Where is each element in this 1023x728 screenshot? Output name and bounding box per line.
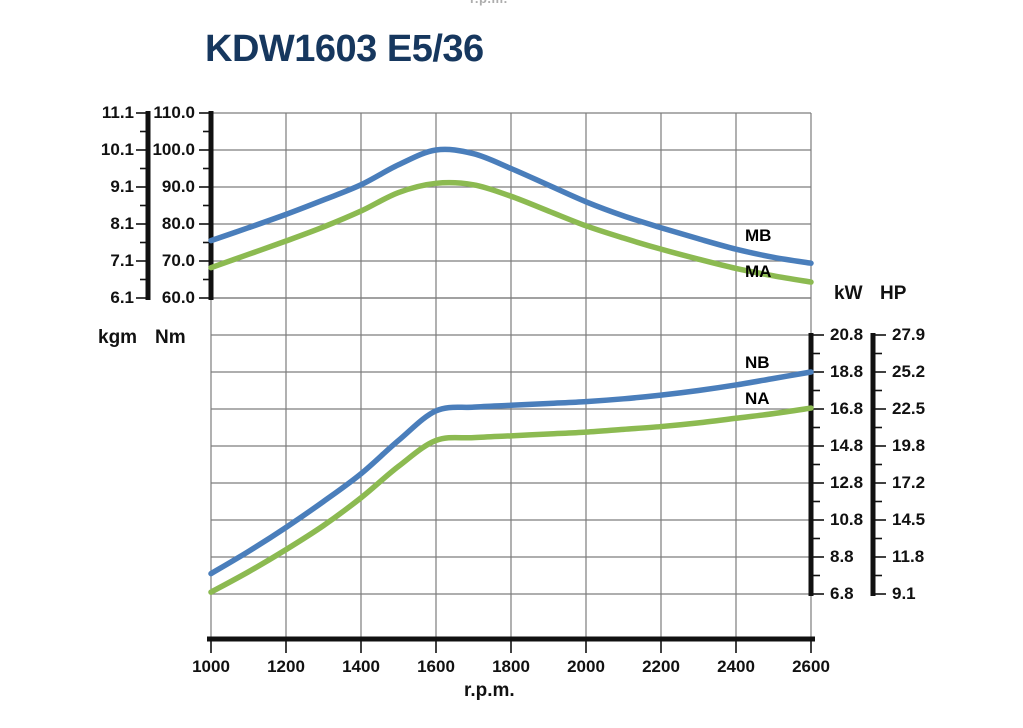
tick-label-nm: 80.0: [161, 214, 195, 233]
tick-label-nm: 100.0: [152, 140, 195, 159]
axis-unit-kgm: kgm: [98, 327, 138, 348]
tick-label-nm: 110.0: [153, 103, 195, 122]
tick-label-nm: 70.0: [161, 251, 195, 270]
tick-label-kw: 16.8: [830, 399, 864, 418]
tick-label-rpm: 2000: [567, 657, 605, 676]
tick-label-kgm: 7.1: [110, 251, 134, 270]
tick-label-rpm: 1400: [342, 657, 380, 676]
tick-label-hp: 19.8: [892, 436, 926, 455]
axis-unit-hp: HP: [880, 283, 907, 304]
tick-label-hp: 11.8: [892, 547, 925, 566]
tick-label-nm: 90.0: [161, 177, 195, 196]
tick-label-kgm: 6.1: [110, 288, 134, 307]
tick-label-kw: 12.8: [830, 473, 864, 492]
curve-label-na: NA: [745, 389, 770, 408]
tick-label-rpm: 2600: [792, 657, 830, 676]
tick-label-kgm: 10.1: [100, 140, 134, 159]
tick-label-hp: 25.2: [892, 362, 926, 381]
x-axis-title: r.p.m.: [464, 680, 515, 701]
tick-label-hp: 27.9: [892, 325, 926, 344]
axis-unit-nm: Nm: [155, 327, 186, 348]
chart-title: KDW1603 E5/36: [205, 28, 484, 70]
tick-label-hp: 14.5: [892, 510, 926, 529]
curve-label-ma: MA: [745, 262, 772, 281]
tick-label-kw: 14.8: [830, 436, 864, 455]
tick-label-kgm: 9.1: [110, 177, 134, 196]
cropped-top-fragment: r.p.m.: [470, 0, 508, 6]
tick-label-kw: 18.8: [830, 362, 864, 381]
tick-label-rpm: 2200: [642, 657, 680, 676]
tick-label-kw: 6.8: [830, 584, 854, 603]
curve-ma: [208, 179, 814, 285]
tick-label-kw: 10.8: [830, 510, 864, 529]
curve-label-mb: MB: [745, 226, 772, 245]
curve-na: [208, 405, 814, 595]
tick-label-hp: 22.5: [892, 399, 926, 418]
tick-label-rpm: 1600: [417, 657, 455, 676]
tick-label-kgm: 8.1: [110, 214, 134, 233]
curve-label-nb: NB: [745, 353, 770, 372]
tick-label-hp: 9.1: [892, 584, 916, 603]
curve-nb: [208, 369, 814, 577]
tick-label-rpm: 1200: [267, 657, 305, 676]
tick-label-kw: 20.8: [830, 325, 864, 344]
tick-label-kgm: 11.1: [101, 103, 134, 122]
tick-label-rpm: 2400: [717, 657, 755, 676]
tick-label-nm: 60.0: [161, 288, 195, 307]
axis-unit-kw: kW: [834, 283, 863, 304]
tick-label-rpm: 1800: [492, 657, 530, 676]
tick-label-kw: 8.8: [830, 547, 854, 566]
curve-mb: [208, 146, 814, 266]
tick-label-rpm: 1000: [192, 657, 230, 676]
tick-label-hp: 17.2: [892, 473, 926, 492]
